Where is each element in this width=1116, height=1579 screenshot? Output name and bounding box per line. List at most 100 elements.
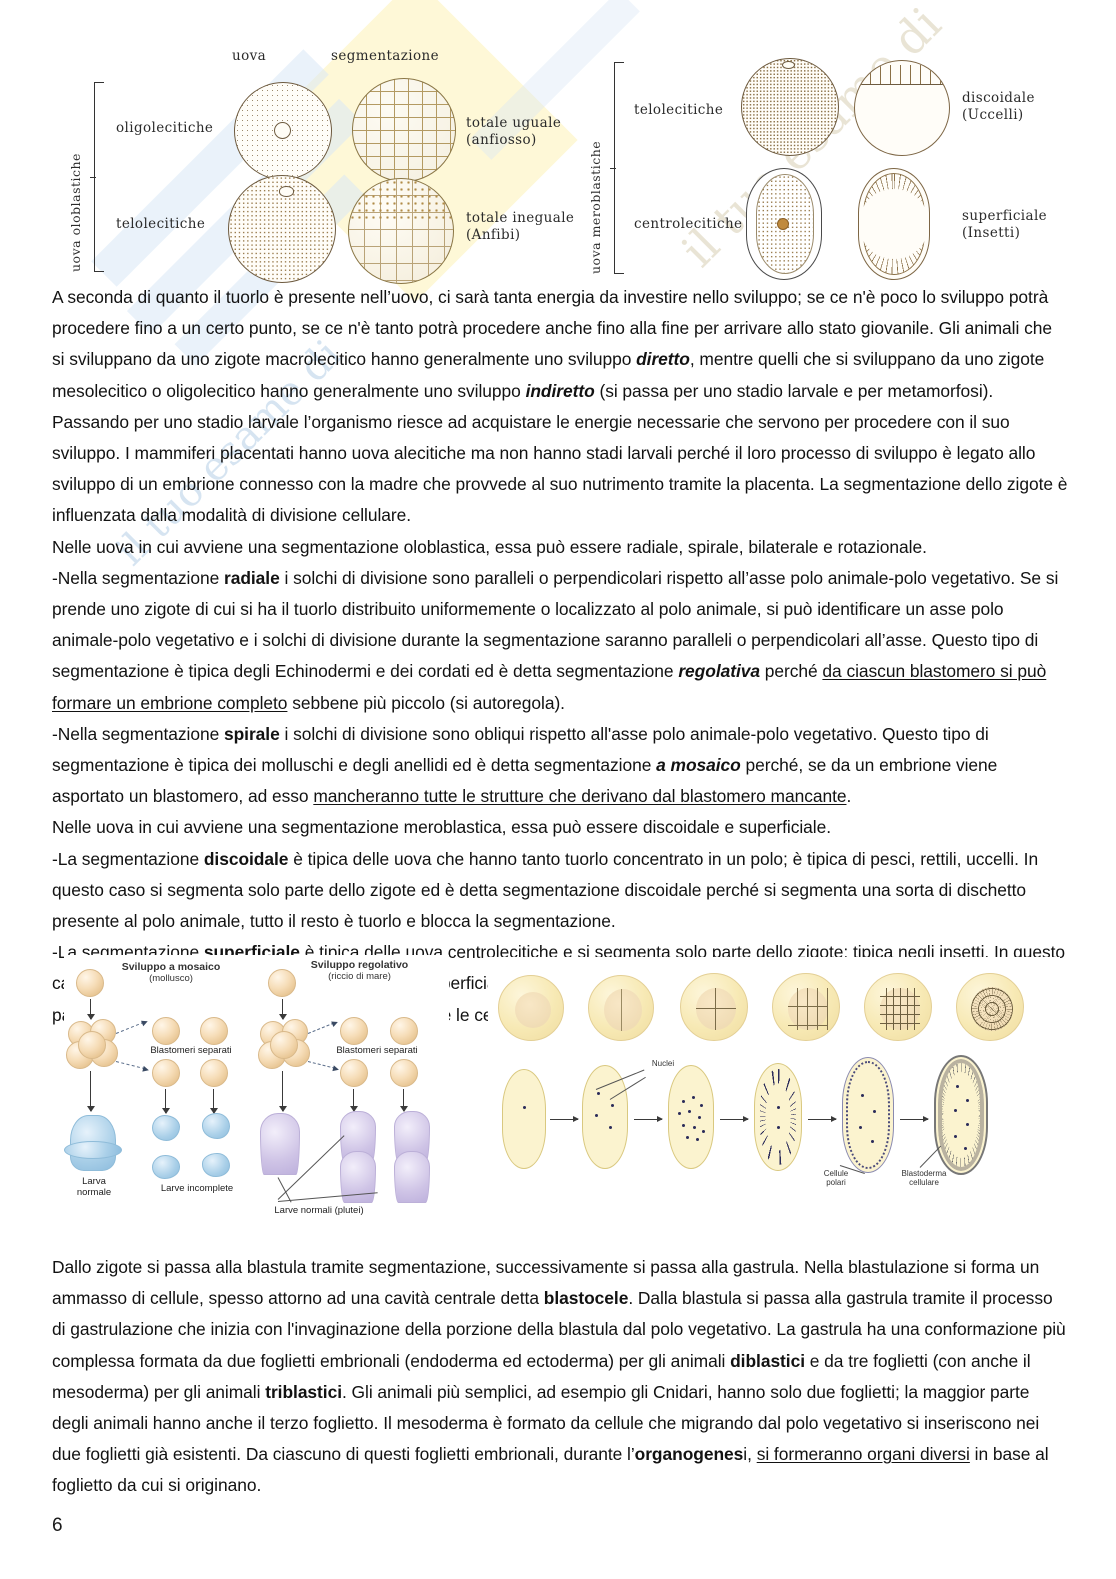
normal-larvae-pluteus-label: Larve normali (plutei) [274,1205,364,1216]
normal-larva-band [64,1141,122,1159]
cleavage-label-example: (anfiosso) [466,131,537,148]
text-run: i solchi di divisione sono obliqui rispe… [52,723,989,776]
text-block-upper: A seconda di quanto il tuorlo è presente… [52,282,1068,1031]
cleavage-label-discoidale: discoidale (Uccelli) [962,90,1035,124]
holoblastic-vertical-label: uova oloblastiche [68,153,83,272]
nucleus-dot-icon [682,1124,685,1127]
egg-type-telolecitiche-holo: telolecitiche [116,216,206,232]
cleavage-stage-egg [956,973,1024,1041]
text-run: -La segmentazione [52,848,204,869]
egg-type-oligolecitiche: oligolecitiche [116,120,214,136]
nucleus-dot-icon [686,1136,689,1139]
nucleus-dot-icon [777,1126,780,1129]
incomplete-larva-drawing [152,1155,180,1179]
dashed-arrow-icon [307,1022,335,1034]
down-arrow-icon [277,1071,289,1112]
text-run: Nelle uova in cui avviene una segmentazi… [52,536,927,557]
panel-superficial-cleavage: Nuclei [488,957,1060,1212]
underlined-run: mancheranno tutte le strutture che deriv… [313,786,847,807]
pluteus-larva-drawing [394,1151,430,1203]
separated-blastomere [200,1017,228,1045]
cleavage-stage-egg [498,975,564,1041]
bold-run: blastocele [543,1288,629,1309]
paragraph: -La segmentazione discoidale è tipica de… [52,844,1068,938]
bold-italic-run: a mosaico [656,755,741,776]
text-run: è tipica delle uova che hanno tanto tuor… [52,848,1039,932]
text-run: -Nella segmentazione [52,723,224,744]
zygote-ball [268,969,296,997]
regulative-title-main: Sviluppo regolativo [310,959,409,971]
cleavage-label-superficiale: superficiale (Insetti) [962,208,1047,242]
bold-run: organogenes [634,1444,744,1465]
text-run: i, [743,1444,757,1465]
regulative-title: Sviluppo regolativo (riccio di mare) [282,959,437,983]
polar-cells-label: Cellule polari [823,1169,849,1188]
egg-drawing-telolecithal-bird [741,58,839,156]
insect-egg-stage-polar-cells [842,1057,894,1173]
dashed-arrow-icon [115,1061,146,1070]
nucleus-dot-icon [956,1085,959,1088]
insect-egg-stage-blastoderm [934,1055,988,1175]
nucleus-dot-icon [964,1147,967,1150]
right-arrow-icon [550,1115,579,1123]
meroblastic-bracket [610,62,624,274]
egg-type-centrolecitiche: centrolecitiche [634,216,743,232]
text-run: . Dalla blastula si passa alla gastrula … [52,1288,1066,1371]
text-run: perché [759,661,823,682]
down-arrow-icon [85,999,97,1020]
bold-italic-run: regolativa [678,661,760,682]
text-run: Nelle uova in cui avviene una segmentazi… [52,817,831,838]
paragraph: A seconda di quanto il tuorlo è presente… [52,282,1068,532]
column-header-cleavage: segmentazione [331,48,439,64]
text-run: . [846,786,852,807]
bold-italic-run: indiretto [525,380,595,401]
down-arrow-icon [160,1089,172,1114]
incomplete-larvae-label: Larve incomplete [160,1183,234,1194]
underlined-run: si formeranno organi diversi [756,1444,970,1465]
nucleus-dot-icon [698,1116,701,1119]
bold-run: spirale [223,723,280,744]
cleavage-stage-egg [588,975,654,1041]
page-number: 6 [52,1515,63,1536]
paragraph: Nelle uova in cui avviene una segmentazi… [52,812,1068,843]
cleavage-furrow-grid [880,988,920,1030]
down-arrow-icon [398,1089,410,1112]
underlined-run: da ciascun blastomero si può formare un … [52,661,1047,713]
right-arrow-icon [808,1115,837,1123]
right-arrow-icon [720,1115,749,1123]
nucleus-dot-icon [609,1126,612,1129]
nucleus-dot-icon [597,1092,600,1095]
nucleus-dot-icon [700,1104,703,1107]
figure-egg-types: uova segmentazione uova oloblastiche oli… [56,40,1066,285]
cleavage-drawing-discoidal [854,60,950,156]
separated-blastomere [152,1059,180,1087]
cleavage-drawing-unequal-holoblastic [348,178,454,284]
nuclei-label: Nuclei [651,1059,675,1068]
nucleus-dot-icon [523,1106,526,1109]
nucleus-dot-icon [611,1104,614,1107]
egg-nucleus-icon [274,122,291,139]
panel-mosaic-and-regulative: Sviluppo a mosaico (mollusco) Blastomeri… [64,955,449,1240]
incomplete-larva-drawing [202,1153,230,1177]
text-run: in base al foglietto da cui si originano… [52,1444,1049,1496]
blastomere-cluster-cell [270,1031,298,1059]
mosaic-title: Sviluppo a mosaico (mollusco) [96,961,246,985]
text-run: sebbene più piccolo (si autoregola). [287,692,565,713]
cleavage-drawing-superficial [858,168,930,280]
cleavage-furrow [696,1008,736,1010]
figure-development: Sviluppo a mosaico (mollusco) Blastomeri… [56,955,1060,1245]
bold-run: triblastici [265,1381,342,1402]
nucleus-dot-icon [954,1109,957,1112]
nucleus-dot-icon [859,1126,862,1129]
text-run: perché, se da un embrione viene asportat… [52,755,998,807]
blastoderm-leader-line [919,1145,942,1168]
holoblastic-group: uova segmentazione uova oloblastiche oli… [66,40,574,285]
peripheral-nuclei-ring [760,1069,796,1165]
cleavage-label-example: (Insetti) [962,224,1021,241]
column-header-eggs: uova [232,48,267,64]
separated-blastomere [200,1059,228,1087]
paragraph: Nelle uova in cui avviene una segmentazi… [52,532,1068,563]
insect-egg-stage [754,1063,802,1171]
nucleus-dot-icon [682,1100,685,1103]
